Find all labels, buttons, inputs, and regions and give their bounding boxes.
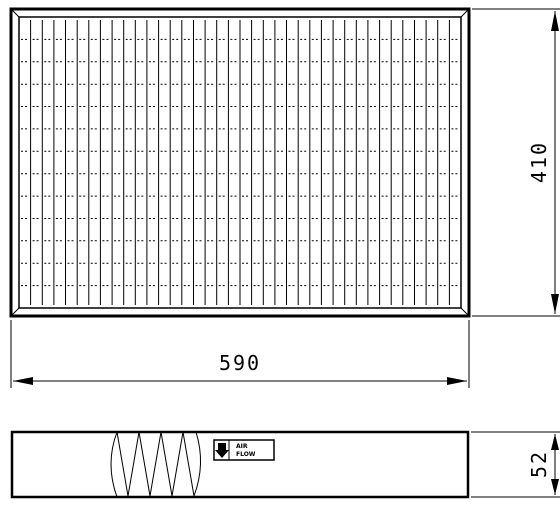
pleat-zigzag-curve-right [194, 432, 201, 496]
height-label: 410 [527, 141, 551, 183]
depth-dimension: 52 [471, 432, 560, 497]
height-arrow-bottom [551, 294, 559, 314]
airflow-badge: AIR FLOW [214, 440, 274, 460]
depth-arrow-bottom [551, 479, 559, 495]
side-frame [12, 432, 468, 497]
height-arrow-top [551, 11, 559, 31]
width-dimension: 590 [11, 320, 469, 388]
side-view: AIR FLOW [12, 432, 468, 497]
front-view [11, 9, 469, 316]
down-arrow-icon [215, 443, 229, 458]
width-arrow-left [13, 377, 33, 385]
depth-label: 52 [527, 450, 551, 478]
height-dimension: 410 [472, 9, 560, 316]
depth-arrow-top [551, 434, 559, 450]
airflow-line1: AIR [236, 443, 248, 450]
pleat-zigzag-curve-left [111, 432, 117, 497]
pleat-lines [31, 20, 450, 305]
airflow-line2: FLOW [236, 451, 256, 458]
pleat-zigzag [117, 432, 194, 496]
width-label: 590 [219, 351, 261, 375]
width-arrow-right [447, 377, 467, 385]
